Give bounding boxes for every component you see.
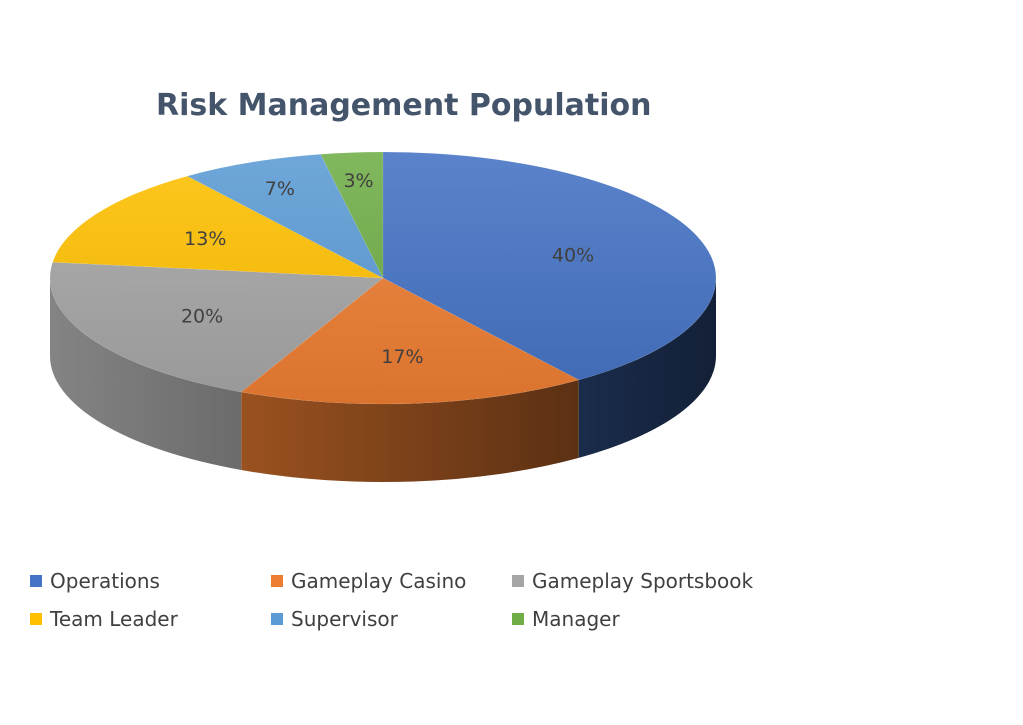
data-label-supervisor: 7%	[265, 178, 295, 200]
data-label-team-leader: 13%	[184, 228, 226, 250]
legend-label-manager: Manager	[532, 607, 620, 631]
legend: Operations Gameplay Casino Gameplay Spor…	[30, 568, 790, 632]
legend-label-gameplay-sportsbook: Gameplay Sportsbook	[532, 569, 754, 593]
pie-slice-supervisor	[186, 153, 384, 279]
data-label-gameplay-sportsbook: 20%	[181, 306, 223, 328]
legend-swatch-manager	[512, 613, 524, 625]
legend-swatch-gameplay-casino	[271, 575, 283, 587]
pie-top-faces	[49, 151, 717, 405]
data-label-gameplay-casino: 17%	[381, 346, 423, 368]
legend-item-operations: Operations	[30, 568, 271, 594]
legend-label-supervisor: Supervisor	[291, 607, 398, 631]
legend-item-gameplay-sportsbook: Gameplay Sportsbook	[512, 568, 772, 594]
legend-item-team-leader: Team Leader	[30, 606, 271, 632]
pie-side-operations	[578, 278, 716, 458]
data-label-operations: 40%	[552, 245, 594, 267]
pie-sides	[50, 278, 716, 483]
pie-side-gameplay-casino	[241, 379, 579, 483]
data-label-manager: 3%	[343, 170, 373, 192]
legend-item-supervisor: Supervisor	[271, 606, 512, 632]
pie-side-gameplay-sportsbook	[50, 278, 242, 471]
legend-label-team-leader: Team Leader	[50, 607, 178, 631]
pie-slice-gameplay-casino	[240, 277, 580, 405]
legend-swatch-operations	[30, 575, 42, 587]
pie-slice-manager	[320, 151, 384, 279]
legend-label-operations: Operations	[50, 569, 160, 593]
legend-swatch-gameplay-sportsbook	[512, 575, 524, 587]
pie-slice-team-leader	[52, 175, 384, 279]
chart-title: Risk Management Population	[156, 88, 652, 123]
legend-item-manager: Manager	[512, 606, 772, 632]
legend-swatch-supervisor	[271, 613, 283, 625]
pie-data-labels: 40% 17% 20% 13% 7% 3%	[181, 170, 594, 368]
legend-label-gameplay-casino: Gameplay Casino	[291, 569, 467, 593]
pie-slice-operations	[382, 151, 717, 381]
pie-slice-gameplay-sportsbook	[49, 261, 384, 393]
legend-swatch-team-leader	[30, 613, 42, 625]
legend-item-gameplay-casino: Gameplay Casino	[271, 568, 512, 594]
